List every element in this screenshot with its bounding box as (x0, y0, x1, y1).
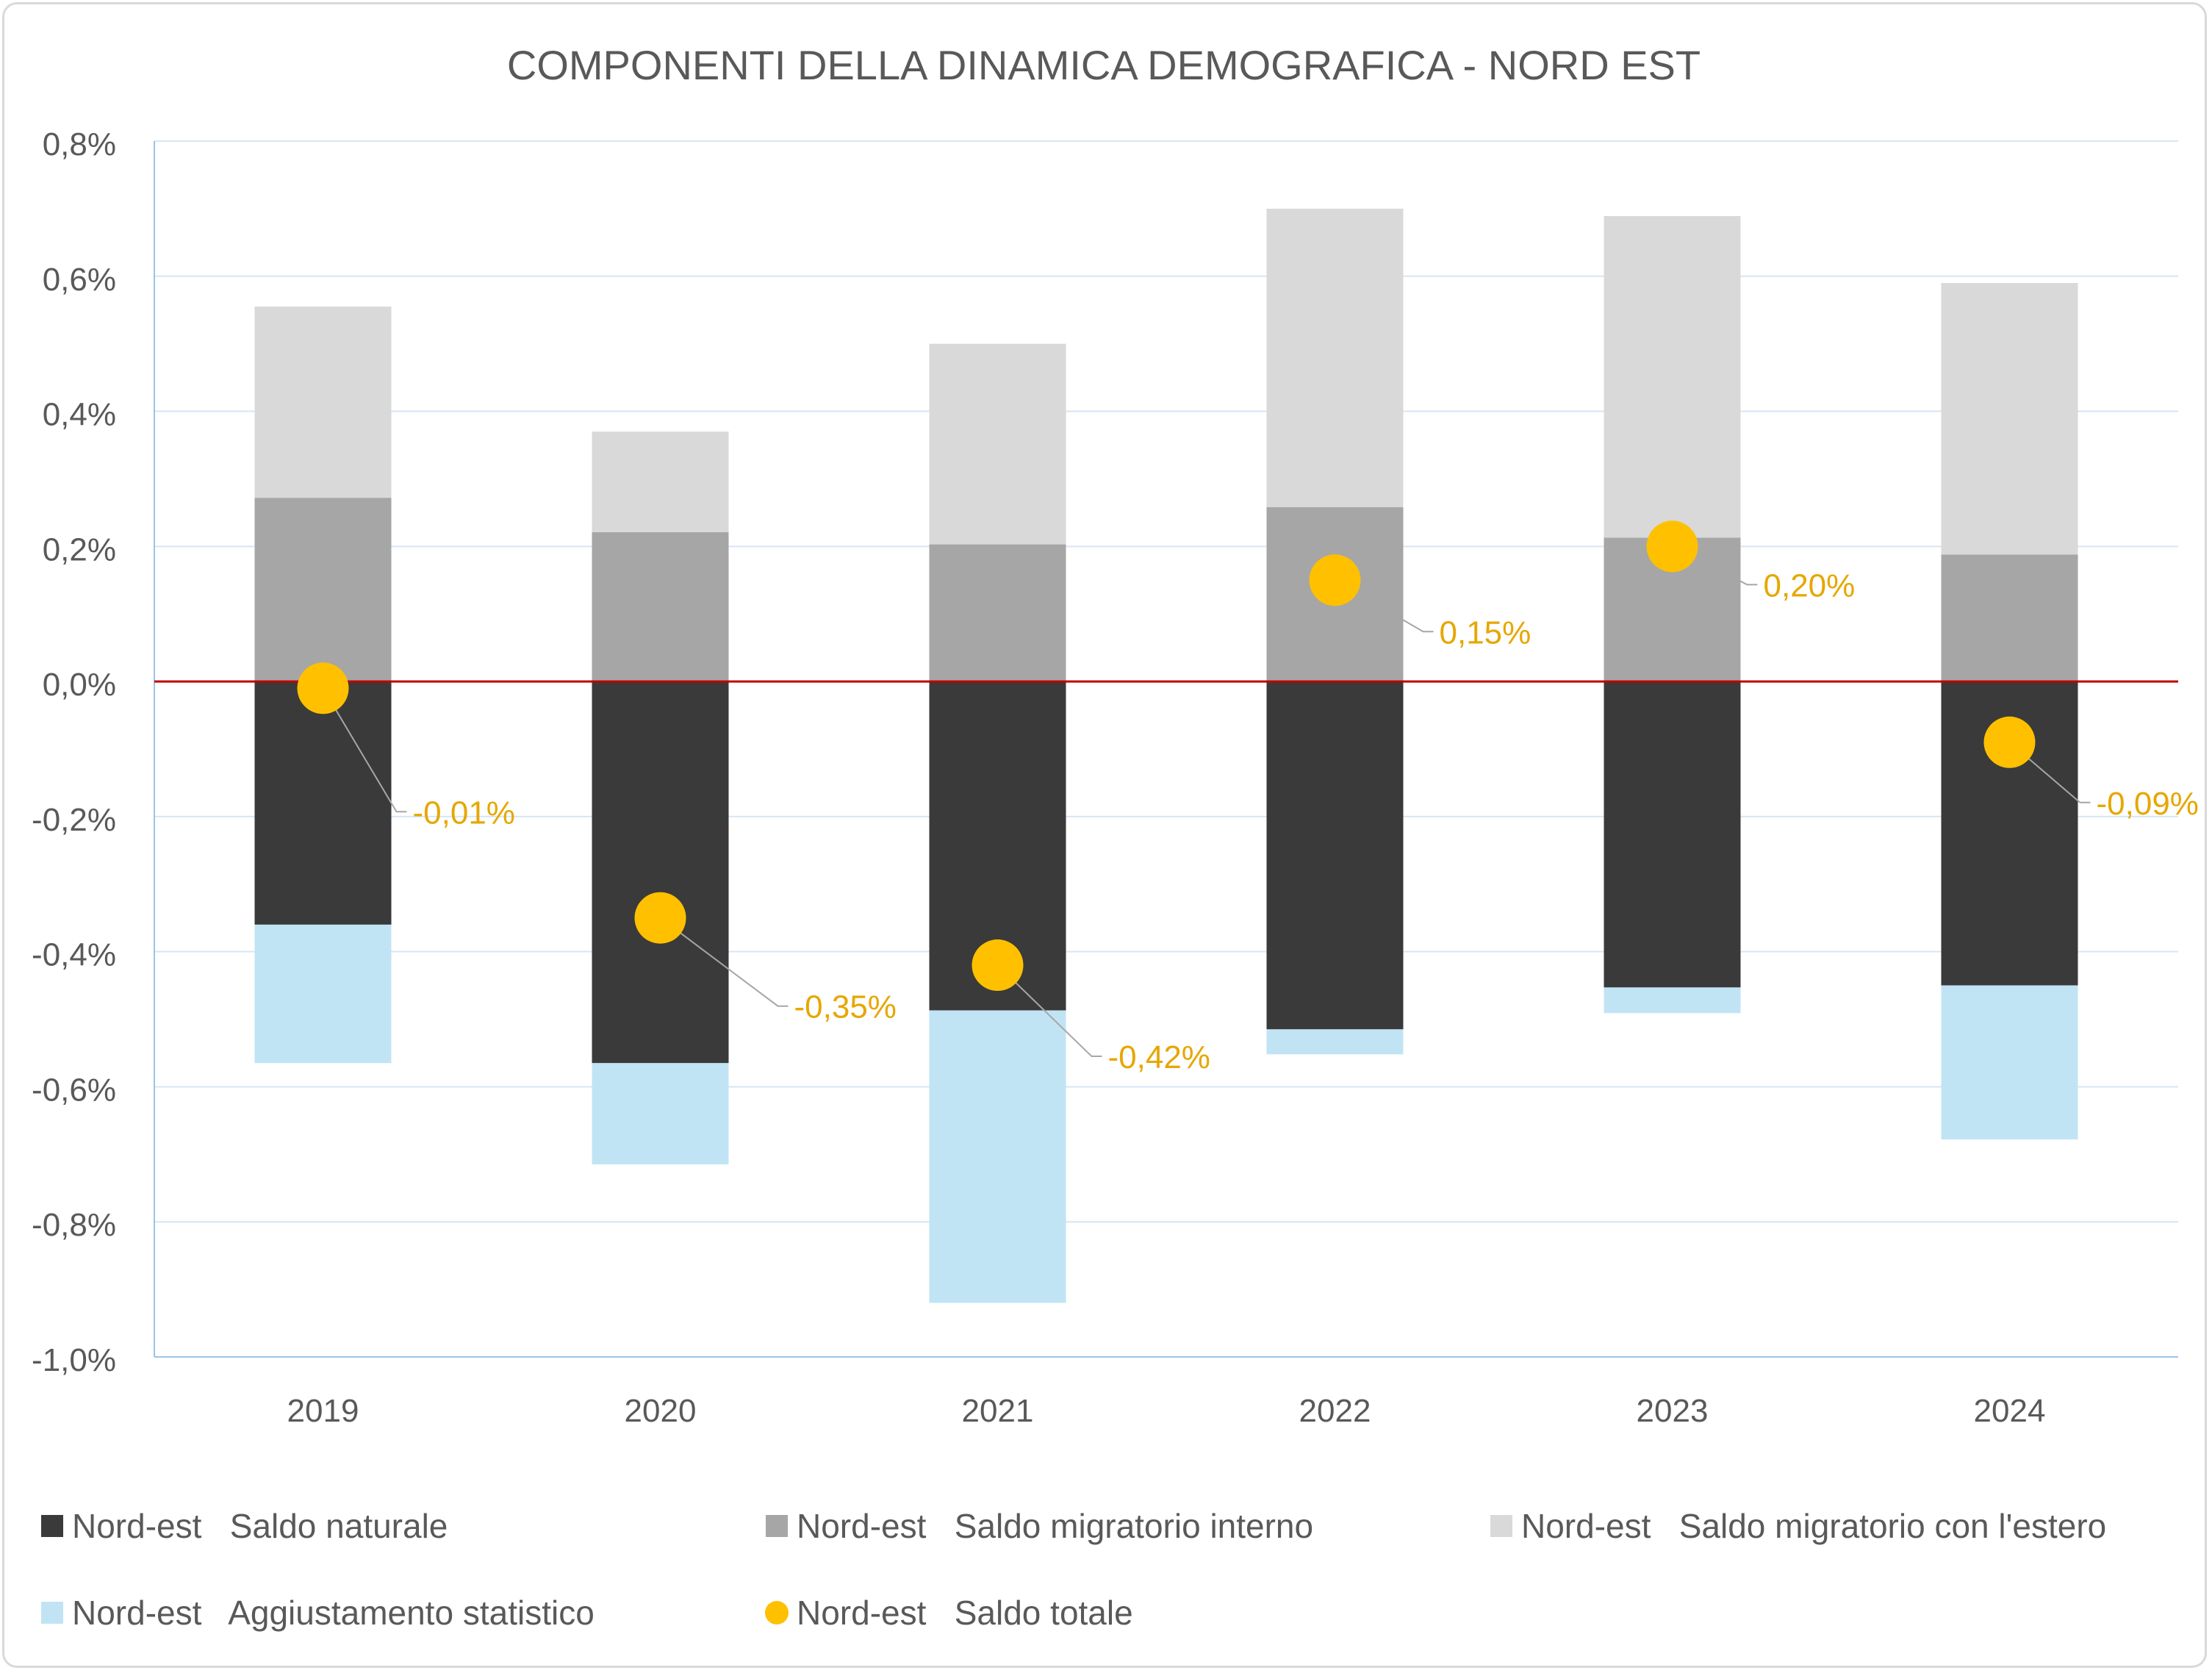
total-data-label: -0,35% (794, 989, 897, 1025)
total-point (634, 892, 686, 944)
total-point (1646, 520, 1698, 573)
total-data-label: 0,15% (1440, 615, 1531, 651)
x-tick-label: 2024 (1974, 1393, 2046, 1429)
total-data-label: -0,42% (1108, 1039, 1210, 1075)
bar-segment-1 (1266, 681, 1404, 1030)
total-data-label: -0,01% (413, 795, 515, 831)
total-point (1309, 554, 1361, 606)
leader-line (2008, 742, 2091, 803)
y-tick-label: -0,8% (32, 1207, 116, 1243)
y-tick-label: -0,6% (32, 1072, 116, 1108)
bar-segment-1 (1604, 681, 1741, 988)
leader-line (1672, 545, 1758, 586)
y-tick-label: -0,2% (32, 802, 116, 838)
x-tick-label: 2020 (625, 1393, 697, 1429)
total-data-label: 0,20% (1764, 567, 1856, 603)
bar-segment-4 (1266, 1029, 1404, 1055)
total-point (297, 662, 349, 714)
leader-line (997, 964, 1102, 1058)
bar-segment-3 (929, 343, 1066, 545)
y-tick-label: 0,6% (43, 262, 116, 298)
bar-segment-4 (254, 924, 392, 1064)
x-axis-ticks: 2019 2020 2021 2022 2023 2024 (287, 1393, 2046, 1429)
bar-segment-1 (592, 681, 729, 1064)
bar-segment-3 (592, 431, 729, 533)
bar-segment-4 (1941, 985, 2078, 1140)
y-tick-label: 0,8% (43, 126, 116, 162)
gridlines (154, 140, 2178, 1358)
bar-segment-3 (1266, 208, 1404, 508)
bar-segment-2 (592, 532, 729, 682)
total-point (972, 939, 1024, 992)
total-points: -0,01% -0,35% -0,42% 0,15% 0,20% -0,09% (297, 520, 2199, 1075)
legend-label: Nord-est Saldo totale (797, 1594, 1133, 1632)
legend-label: Nord-est Saldo migratorio interno (797, 1507, 1313, 1545)
total-point (1983, 716, 2036, 768)
leader-line (659, 917, 789, 1007)
bar-segment-3 (1941, 282, 2078, 555)
leader-line (322, 687, 407, 813)
x-tick-label: 2019 (287, 1393, 359, 1429)
x-tick-label: 2022 (1299, 1393, 1371, 1429)
legend-label: Nord-est Saldo migratorio con l'estero (1521, 1507, 2106, 1545)
y-axis-ticks: 0,8% 0,6% 0,4% 0,2% 0,0% -0,2% -0,4% -0,6% -0,8%… (32, 126, 116, 1378)
legend-swatch (1490, 1515, 1512, 1537)
legend-swatch (41, 1602, 63, 1624)
legend-label: Nord-est Aggiustamento statistico (72, 1594, 595, 1632)
legend-marker (765, 1601, 789, 1624)
y-tick-label: -0,4% (32, 937, 116, 973)
legend: Nord-est Saldo naturale Nord-est Saldo mi… (41, 1507, 2106, 1632)
bar-segments (254, 208, 2078, 1303)
bar-segment-4 (592, 1063, 729, 1165)
bar-segment-1 (254, 681, 392, 925)
bar-segment-3 (1604, 215, 1741, 538)
x-tick-label: 2023 (1637, 1393, 1709, 1429)
legend-label: Nord-est Saldo naturale (72, 1507, 448, 1545)
y-tick-label: -1,0% (32, 1342, 116, 1378)
chart-svg: COMPONENTI DELLA DINAMICA DEMOGRAFICA - … (32, 42, 2199, 1632)
legend-swatch (41, 1515, 63, 1537)
bar-segment-2 (929, 544, 1066, 682)
leader-line (1334, 579, 1434, 633)
bar-segment-4 (929, 1010, 1066, 1303)
legend-swatch (766, 1515, 788, 1537)
x-tick-label: 2021 (962, 1393, 1034, 1429)
axes (154, 141, 2178, 1358)
total-data-label: -0,09% (2097, 786, 2199, 822)
y-tick-label: 0,2% (43, 531, 116, 567)
bar-segment-2 (254, 498, 392, 682)
y-tick-label: 0,4% (43, 397, 116, 433)
y-tick-label: 0,0% (43, 667, 116, 703)
bar-segment-3 (254, 307, 392, 498)
bar-segment-2 (1941, 554, 2078, 682)
chart-title: COMPONENTI DELLA DINAMICA DEMOGRAFICA - … (507, 42, 1701, 88)
bar-segment-4 (1604, 987, 1741, 1014)
